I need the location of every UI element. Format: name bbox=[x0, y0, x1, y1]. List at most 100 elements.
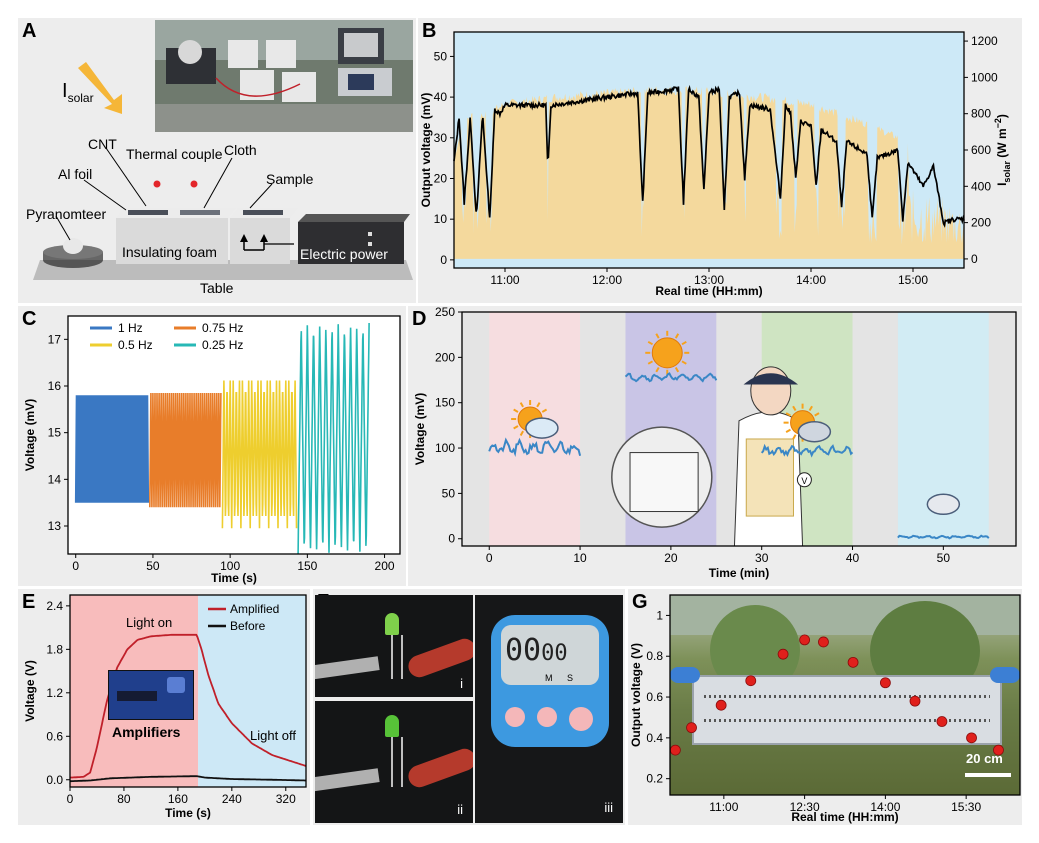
partly-cloudy-sun-icon-ray bbox=[513, 425, 519, 430]
y-tick-label: 200 bbox=[435, 350, 455, 364]
sunny-icon-ray bbox=[681, 340, 687, 346]
chart-b: 11:00 12:00 13:00 14:00 15:00 0 10 20 30 40 50 0 200… bbox=[419, 31, 1012, 298]
y-tick-label: 50 bbox=[442, 486, 456, 500]
y-tick-label: 1.2 bbox=[46, 686, 63, 700]
timer-photo-iii: 0000 M S iii bbox=[475, 595, 623, 823]
y-axis-label: Output voltage (mV) bbox=[419, 93, 433, 208]
al-foil-label: Al foil bbox=[58, 166, 93, 182]
chart-d: V 0 10 20 30 40 50 0 50 100 150 200 250 Time (min) Vol… bbox=[413, 306, 1017, 580]
panel-label: A bbox=[22, 20, 37, 42]
y-tick-label: 15 bbox=[48, 426, 62, 440]
data-point bbox=[715, 699, 727, 711]
y-tick-label: 0 bbox=[448, 532, 455, 546]
solar-irradiance-area bbox=[454, 86, 964, 259]
y-tick-label: 0.6 bbox=[46, 729, 63, 743]
led-photo-i: i bbox=[315, 595, 473, 697]
plot-frame bbox=[67, 315, 401, 555]
overcast-cloud-icon bbox=[926, 493, 961, 516]
cloud-icon bbox=[525, 417, 559, 439]
table bbox=[33, 260, 413, 280]
background-photo bbox=[670, 595, 1020, 795]
data-point bbox=[818, 636, 829, 648]
voltmeter-icon-letter: V bbox=[801, 476, 807, 486]
legend-label: 0.5 Hz bbox=[118, 338, 153, 352]
x-tick-label: 14:00 bbox=[796, 273, 826, 287]
partly-cloudy-sun-icon-ray bbox=[785, 428, 791, 434]
timer-button-start bbox=[569, 707, 593, 731]
sunny-icon bbox=[651, 337, 683, 369]
x-tick-label: 160 bbox=[168, 792, 188, 806]
y-tick-label: 250 bbox=[435, 306, 455, 319]
x-tick-label: 50 bbox=[146, 559, 160, 573]
sunny-icon-ray bbox=[647, 360, 654, 365]
y-tick-label: 0 bbox=[440, 253, 447, 267]
x-tick-label: 11:00 bbox=[709, 800, 738, 814]
x-axis-label: Real time (HH:mm) bbox=[655, 284, 762, 298]
plot-frame bbox=[69, 594, 307, 788]
y-tick-label: 150 bbox=[435, 396, 455, 410]
plot-frame bbox=[669, 594, 1021, 796]
partly-cloudy-sun-icon-ray bbox=[519, 402, 524, 408]
x-tick-label: 240 bbox=[222, 792, 242, 806]
data-point bbox=[847, 656, 859, 668]
y-tick-label: 100 bbox=[435, 441, 455, 455]
sub-label-i: i bbox=[460, 676, 463, 691]
y-tick-label: 13 bbox=[48, 519, 62, 533]
legend-label: Before bbox=[230, 619, 266, 633]
sunny-icon-ray bbox=[647, 340, 654, 346]
partly-cloudy-sun-icon-ray bbox=[519, 430, 524, 436]
panel-d: D V 0 10 20 30 40 50 0 50 100 150 200 250 Time (min) V… bbox=[408, 306, 1022, 586]
x-tick-label: 0 bbox=[486, 551, 493, 565]
y-axis-label: Voltage (V) bbox=[23, 660, 37, 722]
y2-tick-label: 800 bbox=[971, 107, 991, 121]
x-tick-label: 20 bbox=[664, 551, 678, 565]
voltage-trace bbox=[760, 443, 854, 458]
partly-cloudy-sun-icon-ray bbox=[541, 408, 548, 413]
y2-axis-label-part: (W m bbox=[995, 128, 1009, 161]
x-axis-label: Time (s) bbox=[211, 571, 257, 585]
y2-tick-label: 1000 bbox=[971, 70, 998, 84]
data-point bbox=[745, 675, 757, 687]
series-line bbox=[74, 395, 150, 503]
panel-b: B 11:00 12:00 13:00 14:00 15:00 0 10 20 30 40 50 0 2… bbox=[418, 18, 1022, 303]
y-axis-label: Voltage (mV) bbox=[23, 399, 37, 471]
series-line bbox=[149, 392, 222, 508]
y2-tick-label: 400 bbox=[971, 179, 991, 193]
partly-cloudy-sun-icon-ray bbox=[814, 412, 820, 417]
sunlight-arrow bbox=[78, 62, 122, 114]
x-tick-label: 12:30 bbox=[790, 800, 820, 814]
data-point bbox=[777, 648, 789, 660]
voltage-trace bbox=[624, 372, 718, 383]
x-tick-label: 12:00 bbox=[592, 273, 622, 287]
x-tick-label: 200 bbox=[375, 559, 395, 573]
y2-axis-label-part: I bbox=[995, 183, 1009, 186]
data-point bbox=[879, 677, 891, 689]
legend-label: 1 Hz bbox=[118, 321, 143, 335]
x-tick-label: 0 bbox=[72, 559, 79, 573]
sub-label-ii: ii bbox=[457, 802, 463, 817]
series-line bbox=[221, 380, 298, 529]
x-tick-label: 80 bbox=[117, 792, 131, 806]
timer-m: M bbox=[545, 673, 553, 683]
x-tick-label: 10 bbox=[573, 551, 587, 565]
x-axis-label: Time (min) bbox=[709, 566, 769, 580]
y2-tick-label: 0 bbox=[971, 252, 978, 266]
x-tick-label: 15:30 bbox=[951, 800, 981, 814]
chart-g: 11:00 12:30 14:00 15:30 0.2 0.4 0.6 0.8 1 Real ti… bbox=[629, 594, 1021, 824]
y-tick-label: 2.4 bbox=[46, 599, 63, 613]
person-hair bbox=[743, 373, 799, 385]
thermal-couple-label: Thermal couple bbox=[126, 146, 223, 162]
x-tick-label: 14:00 bbox=[870, 800, 900, 814]
y2-tick-label: 600 bbox=[971, 143, 991, 157]
data-point bbox=[686, 722, 697, 734]
x-tick-label: 11:00 bbox=[490, 273, 519, 287]
sample-label: Sample bbox=[266, 171, 314, 187]
y-tick-label: 0.2 bbox=[646, 772, 663, 786]
timer-display: 0000 bbox=[505, 633, 568, 668]
legend-label: 0.25 Hz bbox=[202, 338, 243, 352]
y2-axis-label-part: solar bbox=[1002, 161, 1012, 183]
y-tick-label: 0.0 bbox=[46, 773, 63, 787]
light-off-label: Light off bbox=[250, 728, 297, 743]
voltmeter-icon bbox=[796, 472, 812, 488]
magnified-device bbox=[629, 452, 699, 513]
